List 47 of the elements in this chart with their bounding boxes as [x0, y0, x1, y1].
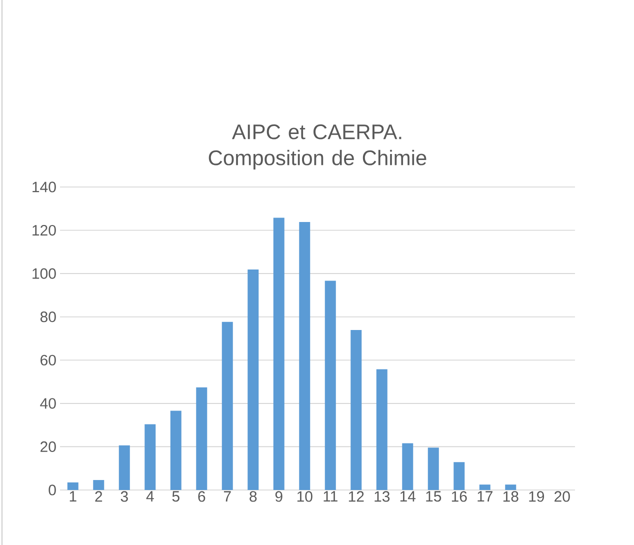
- bar: [299, 222, 310, 490]
- chart-title: AIPC et CAERPA. Composition de Chimie: [208, 124, 426, 170]
- x-tick-label: 15: [426, 491, 442, 502]
- x-tick-label: 11: [324, 491, 338, 502]
- x-tick-label: 20: [554, 491, 570, 502]
- x-tick-label: 12: [348, 491, 364, 502]
- x-tick-label: 14: [400, 491, 416, 502]
- x-tick-label: 2: [95, 491, 102, 502]
- bar: [222, 322, 233, 490]
- bar: [454, 462, 465, 490]
- bar: [170, 410, 182, 490]
- bar: [324, 280, 336, 490]
- x-tick-label: 6: [198, 491, 206, 502]
- bar: [67, 482, 78, 490]
- x-tick-label: 10: [297, 491, 312, 502]
- x-tick-label: 16: [452, 491, 467, 502]
- y-tick-label: 140: [32, 182, 56, 192]
- x-tick-label: 7: [224, 491, 231, 502]
- bar: [350, 330, 362, 490]
- bar: [144, 424, 156, 490]
- x-tick-label: 18: [503, 491, 518, 502]
- x-tick-label: 5: [172, 491, 180, 502]
- x-tick-label: 8: [250, 491, 257, 502]
- y-tick-label: 40: [40, 398, 56, 409]
- bar: [118, 445, 130, 490]
- x-tick-label: 19: [529, 491, 544, 502]
- x-tick-label: 3: [120, 491, 128, 502]
- x-tick-label: 4: [146, 491, 154, 502]
- y-tick-label: 0: [48, 484, 56, 496]
- bar: [93, 480, 104, 490]
- bar: [248, 269, 259, 490]
- x-tick-label: 9: [275, 491, 282, 502]
- x-tick-label: 13: [374, 491, 390, 502]
- y-tick-label: 80: [40, 312, 56, 322]
- bar: [505, 484, 516, 490]
- bar: [273, 218, 284, 490]
- x-tick-label: 1: [70, 491, 76, 502]
- bar: [402, 443, 414, 490]
- y-tick-label: 60: [40, 354, 56, 366]
- x-tick-label: 17: [478, 491, 492, 502]
- y-tick-label: 120: [32, 224, 56, 236]
- y-tick-label: 20: [40, 441, 56, 452]
- bar: [428, 448, 439, 490]
- bar: [376, 369, 388, 490]
- bar: [479, 484, 490, 490]
- bar: [196, 387, 208, 490]
- y-tick-label: 100: [32, 268, 56, 279]
